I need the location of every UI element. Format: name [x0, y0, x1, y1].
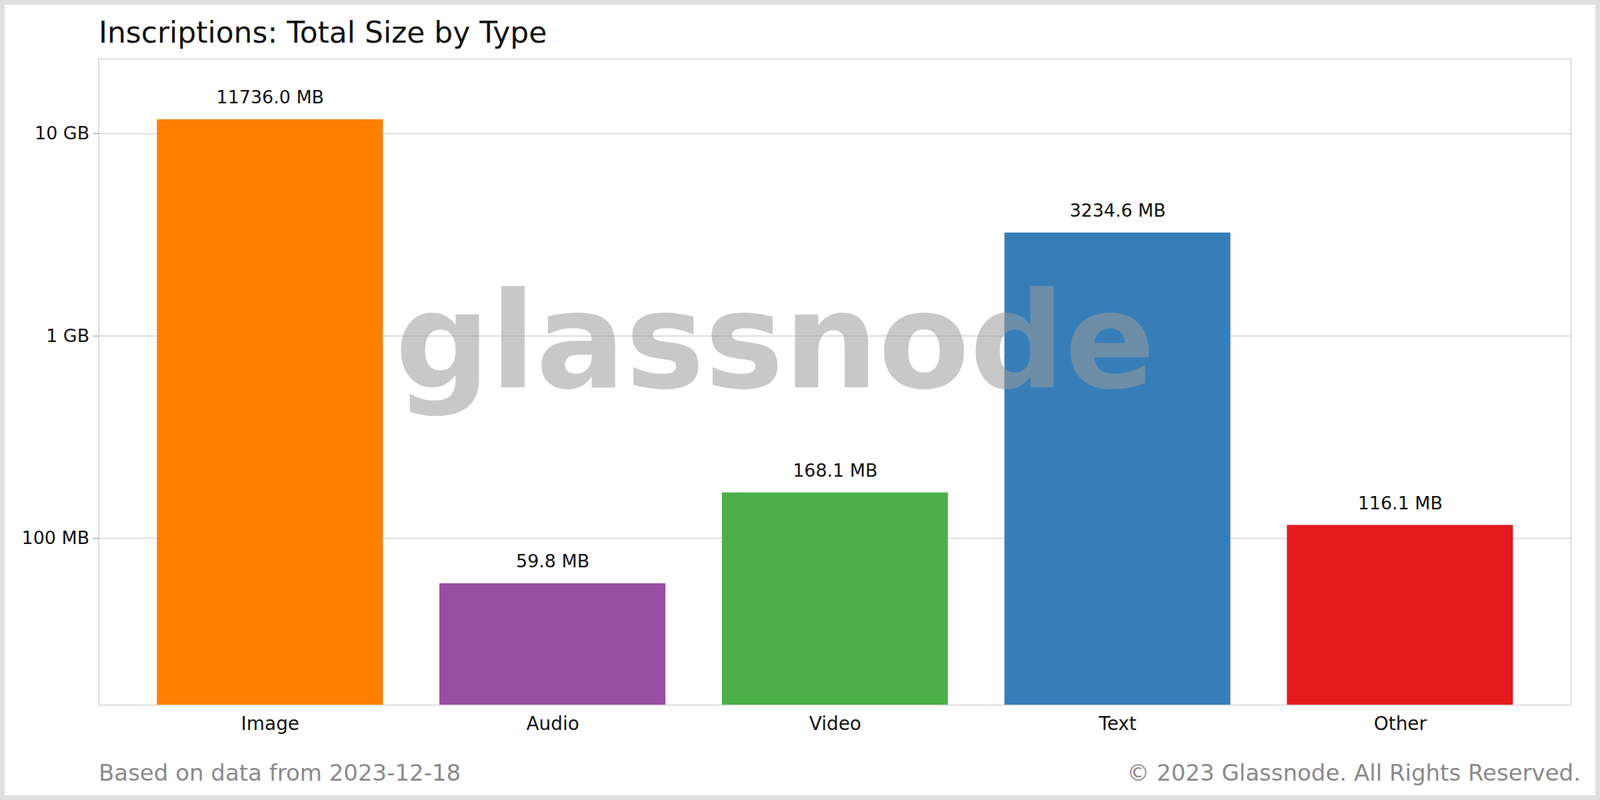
svg-text:Audio: Audio: [526, 712, 579, 735]
svg-text:1 GB: 1 GB: [46, 325, 90, 346]
html-text:Inscriptions: Total Size by Ty: Inscriptions: Total Size by Type: [98, 15, 547, 50]
svg-text:10 GB: 10 GB: [34, 122, 90, 144]
svg-text:Text: Text: [1098, 712, 1136, 735]
svg-text:168.1 MB: 168.1 MB: [792, 460, 878, 481]
svg-text:59.8 MB: 59.8 MB: [516, 550, 590, 572]
svg-text:100 MB: 100 MB: [22, 527, 90, 548]
svg-text:116.1 MB: 116.1 MB: [1358, 492, 1443, 514]
svg-text:Image: Image: [241, 712, 300, 735]
svg-text:3234.6 MB: 3234.6 MB: [1069, 200, 1166, 221]
svg-text:Other: Other: [1374, 712, 1428, 735]
html-text:© 2023 Glassnode. All Rights R: © 2023 Glassnode. All Rights Reserved.: [1126, 759, 1581, 786]
svg-text:glassnode: glassnode: [395, 264, 1156, 419]
svg-text:Video: Video: [809, 712, 862, 735]
svg-text:11736.0 MB: 11736.0 MB: [216, 86, 325, 108]
html-text:Based on data from 2023-12-18: Based on data from 2023-12-18: [98, 759, 461, 786]
